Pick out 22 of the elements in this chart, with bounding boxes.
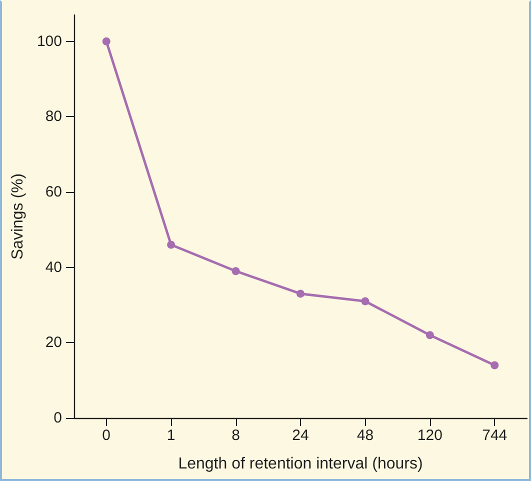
point (426, 331, 434, 340)
x-tick-label: 0 (102, 427, 111, 444)
y-tick-label: 80 (45, 108, 62, 126)
y-axis-title: Savings (%) (10, 173, 27, 260)
y-tick-label: 60 (45, 184, 62, 201)
point (232, 267, 240, 276)
point (490, 361, 499, 370)
x-tick-label: 120 (417, 427, 442, 444)
y-tick-label: 100 (36, 32, 62, 50)
x-tick-label: 24 (292, 427, 309, 444)
x-axis-title: Length of retention interval (hours) (178, 456, 423, 472)
x-tick-label: 744 (482, 427, 508, 444)
x-tick-label: 8 (232, 427, 240, 444)
point (167, 240, 176, 249)
y-tick-label: 0 (54, 410, 62, 426)
point (361, 297, 370, 306)
x-tick-label: 48 (356, 427, 374, 444)
y-tick-label: 40 (45, 258, 62, 276)
y-tick-label: 20 (45, 334, 62, 352)
point (296, 290, 304, 298)
x-tick-label: 1 (166, 427, 176, 444)
point (102, 37, 110, 46)
